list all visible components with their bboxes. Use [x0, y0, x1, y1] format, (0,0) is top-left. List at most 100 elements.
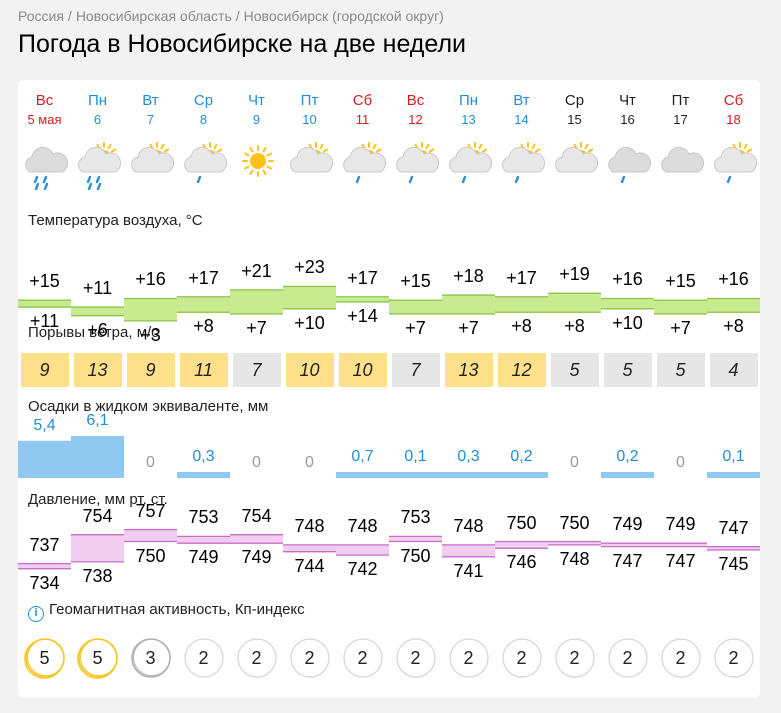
day-date: 8	[199, 112, 208, 127]
temp-min: +10	[612, 312, 643, 333]
temp-max: +16	[612, 269, 643, 290]
pressure-band-segment	[707, 546, 760, 550]
wind-section-label: Порывы ветра, м/с	[28, 324, 159, 341]
day-header[interactable]: Вт 14	[495, 92, 548, 128]
day-date: 18	[726, 112, 741, 127]
day-date: 11	[355, 112, 370, 127]
bands-layer	[18, 285, 760, 570]
pressure-min: 749	[188, 547, 219, 568]
sun-icon	[230, 142, 283, 194]
day-header[interactable]: Вт 7	[124, 92, 177, 128]
day-of-week: Сб	[723, 92, 744, 109]
info-icon[interactable]: i	[28, 606, 44, 622]
pressure-band-segment	[177, 536, 230, 544]
day-header[interactable]: Чт 9	[230, 92, 283, 128]
pressure-min: 747	[612, 550, 643, 571]
sun-cloud-light-rain-icon	[389, 142, 442, 194]
day-date: 5 мая	[27, 112, 62, 127]
precipitation-value: 0	[305, 454, 314, 471]
temperature-band-segment	[71, 307, 124, 316]
temp-min: +8	[723, 316, 744, 337]
precipitation-bar	[707, 472, 760, 478]
pressure-min: 738	[82, 565, 113, 586]
kp-value: 2	[622, 648, 633, 668]
day-header[interactable]: Сб 11	[336, 92, 389, 128]
kp-value: 2	[569, 648, 580, 668]
temp-min: +10	[294, 312, 325, 333]
sun-cloud-heavy-rain-icon	[71, 142, 124, 194]
temp-max: +17	[506, 267, 537, 288]
day-header[interactable]: Ср 15	[548, 92, 601, 128]
temperature-band-segment	[230, 289, 283, 314]
sun-cloud-light-rain-icon	[707, 142, 760, 194]
pressure-band-segment	[389, 536, 442, 542]
kp-value: 2	[463, 648, 474, 668]
day-date: 17	[673, 112, 688, 127]
pressure-band-segment	[18, 563, 71, 569]
temp-max: +17	[188, 267, 219, 288]
kp-value: 2	[357, 648, 368, 668]
pressure-max: 750	[559, 512, 590, 533]
pressure-band-segment	[124, 529, 177, 542]
pressure-max: 748	[347, 515, 378, 536]
precipitation-value: 6,1	[86, 411, 109, 429]
pressure-max: 753	[188, 507, 219, 528]
temperature-band-segment	[495, 296, 548, 313]
kp-index-badge: 2	[659, 636, 703, 680]
pressure-band-segment	[442, 544, 495, 557]
temp-max: +15	[665, 271, 696, 292]
sun-cloud-icon	[283, 142, 336, 194]
day-header[interactable]: Вс 12	[389, 92, 442, 128]
pressure-min: 747	[665, 550, 696, 571]
kp-index-badge: 2	[500, 636, 544, 680]
wind-gust: 12	[497, 353, 546, 387]
precipitation-value: 0,2	[510, 448, 533, 465]
day-of-week: Пт	[300, 92, 319, 109]
wind-gust: 5	[550, 353, 599, 387]
temp-max: +17	[347, 267, 378, 288]
day-header[interactable]: Пн 13	[442, 92, 495, 128]
day-header[interactable]: Чт 16	[601, 92, 654, 128]
precipitation-value: 0,1	[722, 448, 745, 465]
breadcrumb-link-russia[interactable]: Россия	[18, 8, 64, 24]
pressure-band-segment	[283, 544, 336, 552]
breadcrumb-link-city[interactable]: Новосибирск (городской округ)	[243, 8, 444, 24]
temp-min: +7	[405, 317, 426, 338]
temp-min: +8	[193, 316, 214, 337]
temp-max: +15	[400, 271, 431, 292]
day-date: 6	[93, 112, 102, 127]
day-date: 15	[567, 112, 582, 127]
precipitation-bar	[442, 472, 495, 478]
forecast-card: Температура воздуха, °C Порывы ветра, м/…	[18, 80, 760, 698]
pressure-max: 757	[135, 500, 166, 521]
precipitation-bar	[389, 472, 442, 478]
sun-cloud-light-rain-icon	[177, 142, 230, 194]
day-header[interactable]: Сб 18	[707, 92, 760, 128]
day-header[interactable]: Ср 8	[177, 92, 230, 128]
precipitation-value: 0	[252, 454, 261, 471]
kp-index-badge: 5	[23, 636, 67, 680]
temp-min: +3	[140, 324, 161, 345]
temperature-band-segment	[177, 296, 230, 313]
wind-gust: 9	[20, 353, 69, 387]
day-header[interactable]: Вс 5 мая	[18, 92, 71, 128]
pressure-band-segment	[71, 534, 124, 562]
temp-min: +8	[564, 316, 585, 337]
kp-index-badge: 2	[235, 636, 279, 680]
breadcrumb-link-region[interactable]: Новосибирская область	[75, 8, 232, 24]
pressure-min: 744	[294, 555, 325, 576]
precipitation-value: 0,3	[192, 448, 215, 465]
sun-cloud-light-rain-icon	[495, 142, 548, 194]
pressure-band-segment	[601, 543, 654, 547]
day-header[interactable]: Пт 10	[283, 92, 336, 128]
day-header[interactable]: Пн 6	[71, 92, 124, 128]
day-header[interactable]: Пт 17	[654, 92, 707, 128]
precipitation-value: 0,1	[404, 448, 427, 465]
day-of-week: Ср	[193, 92, 214, 109]
temperature-band-segment	[336, 296, 389, 302]
day-of-week: Пн	[87, 92, 108, 109]
temp-max: +21	[241, 260, 272, 281]
day-of-week: Пт	[671, 92, 690, 109]
pressure-max: 748	[294, 515, 325, 536]
breadcrumb: Россия / Новосибирская область / Новосибирск…	[18, 8, 444, 24]
